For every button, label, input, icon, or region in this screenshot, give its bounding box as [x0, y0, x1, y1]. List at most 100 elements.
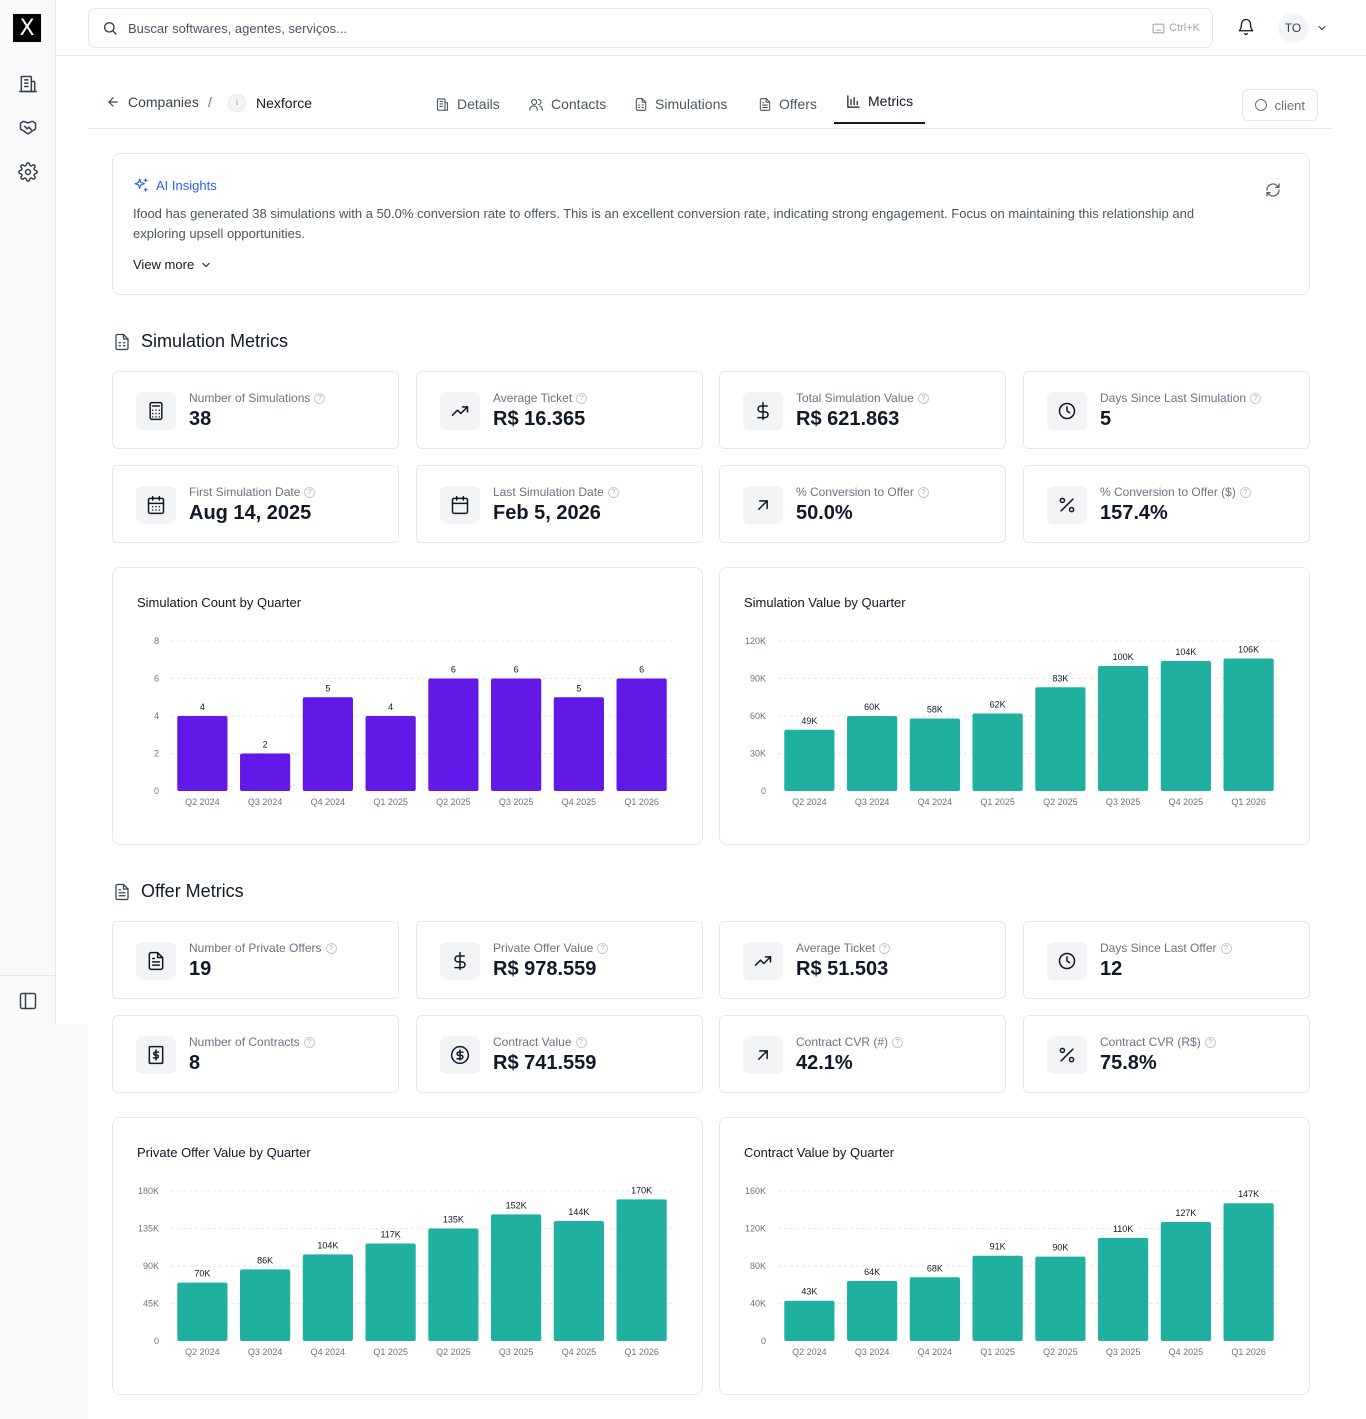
y-tick-label: 90K: [143, 1261, 159, 1271]
percent-icon: [1047, 486, 1087, 524]
metric-value: R$ 16.365: [493, 408, 586, 430]
metric-card: Number of Contracts? 8: [112, 1015, 399, 1093]
sidebar-bottom-fill: [0, 1024, 88, 1419]
x-tick-label: Q4 2024: [918, 797, 953, 807]
metric-value: 12: [1100, 958, 1123, 980]
tab-offers[interactable]: Offers: [746, 80, 829, 128]
help-icon[interactable]: ?: [917, 392, 929, 404]
help-icon[interactable]: ?: [303, 1036, 315, 1048]
help-icon[interactable]: ?: [304, 486, 316, 498]
x-tick-label: Q2 2025: [1043, 797, 1078, 807]
help-icon[interactable]: ?: [576, 392, 588, 404]
users-icon: [529, 98, 543, 111]
keyboard-icon: [1152, 23, 1165, 33]
metric-card: Average Ticket? R$ 16.365: [416, 371, 703, 449]
gear-icon[interactable]: [16, 160, 40, 184]
chart-bar: [1098, 666, 1149, 791]
metric-value: 42.1%: [796, 1052, 853, 1074]
help-icon[interactable]: ?: [917, 486, 929, 498]
circle-icon: [1254, 99, 1267, 111]
help-icon[interactable]: ?: [892, 1036, 904, 1048]
simulation-count-chart: 0 2 4 6 8 4 Q2 2024 2 Q3 2024 5 Q4 2024 4 Q1 2025 6 Q2…: [154, 636, 673, 807]
search-bar[interactable]: Ctrl+K: [88, 8, 1213, 48]
contract-value-chart: 0 40K 80K 120K 160K 43K Q2 2024 64K Q3 2024 68K Q4…: [745, 1186, 1280, 1357]
chart-bar: [240, 1269, 291, 1341]
metric-card: % Conversion to Offer ($)? 157.4%: [1023, 465, 1310, 543]
bar-chart-icon: [847, 94, 860, 108]
chart-bar: [365, 716, 416, 791]
y-tick-label: 40K: [750, 1299, 766, 1309]
x-tick-label: Q4 2024: [918, 1347, 953, 1357]
view-more-button[interactable]: View more: [133, 257, 212, 272]
building-icon[interactable]: [16, 72, 40, 96]
metric-value: R$ 741.559: [493, 1052, 597, 1074]
chart-bar: [784, 1300, 835, 1341]
refresh-icon[interactable]: [1265, 182, 1281, 203]
y-tick-label: 135K: [138, 1224, 159, 1234]
chart-card-private-offer-value: Private Offer Value by Quarter 0 45K 90K 13…: [112, 1117, 703, 1395]
tab-simulations[interactable]: Simulations: [622, 80, 739, 128]
breadcrumb-companies: Companies: [128, 94, 199, 110]
tab-contacts-label: Contacts: [551, 96, 607, 112]
metric-value: 75.8%: [1100, 1052, 1157, 1074]
tab-details[interactable]: Details: [423, 80, 512, 128]
help-icon[interactable]: ?: [1239, 486, 1251, 498]
help-icon[interactable]: ?: [1220, 942, 1232, 954]
metric-card: Contract CVR (R$)? 75.8%: [1023, 1015, 1310, 1093]
handshake-icon[interactable]: [16, 116, 40, 140]
metric-label: Number of Simulations?: [189, 391, 326, 405]
help-icon[interactable]: ?: [607, 486, 619, 498]
help-icon[interactable]: ?: [314, 392, 326, 404]
y-tick-label: 0: [154, 786, 159, 796]
chart-bar: [302, 1254, 353, 1341]
help-icon[interactable]: ?: [1250, 392, 1262, 404]
help-icon[interactable]: ?: [1204, 1036, 1216, 1048]
x-tick-label: Q2 2025: [1043, 1347, 1078, 1357]
metric-card: Total Simulation Value? R$ 621.863: [719, 371, 1006, 449]
x-tick-label: Q3 2024: [248, 797, 283, 807]
help-icon[interactable]: ?: [879, 942, 891, 954]
bar-value-label: 6: [514, 665, 519, 675]
percent-icon: [1047, 1036, 1087, 1074]
x-tick-label: Q1 2026: [1231, 797, 1266, 807]
metric-label: Days Since Last Simulation?: [1100, 391, 1262, 405]
status-badge[interactable]: client: [1241, 89, 1318, 121]
metric-value: R$ 978.559: [493, 958, 597, 980]
y-tick-label: 120K: [745, 1224, 766, 1234]
search-input[interactable]: [128, 20, 1153, 36]
trending-up-icon: [440, 392, 480, 430]
breadcrumb-company: i Nexforce: [228, 94, 312, 112]
logo-letter: X: [19, 15, 35, 41]
calendar-icon: [440, 486, 480, 524]
dollar-icon: [440, 942, 480, 980]
tab-contacts[interactable]: Contacts: [516, 80, 618, 128]
metric-card: First Simulation Date? Aug 14, 2025: [112, 465, 399, 543]
chart-title: Simulation Count by Quarter: [137, 595, 302, 610]
help-icon[interactable]: ?: [325, 942, 337, 954]
help-icon[interactable]: ?: [597, 942, 609, 954]
file-icon: [115, 333, 129, 350]
chart-bar: [1223, 658, 1274, 791]
metric-label-text: % Conversion to Offer ($): [1100, 485, 1236, 499]
bell-icon[interactable]: [1237, 18, 1257, 38]
metric-value: 157.4%: [1100, 502, 1168, 524]
x-tick-label: Q1 2026: [1231, 1347, 1266, 1357]
metric-label: Contract CVR (R$)?: [1100, 1035, 1216, 1049]
app-logo[interactable]: X: [13, 14, 41, 42]
back-to-companies-link[interactable]: Companies: [106, 94, 199, 110]
user-menu[interactable]: TO: [1278, 13, 1328, 43]
receipt-icon: [136, 1036, 176, 1074]
sidebar-toggle-icon[interactable]: [16, 989, 40, 1013]
file-text-icon: [759, 97, 771, 111]
x-tick-label: Q2 2024: [792, 797, 827, 807]
chart-card-contract-value: Contract Value by Quarter 0 40K 80K 120K 160…: [719, 1117, 1310, 1395]
y-tick-label: 120K: [745, 636, 766, 646]
bar-value-label: 49K: [801, 716, 817, 726]
metric-label-text: Days Since Last Offer: [1100, 941, 1217, 955]
chart-bar: [1160, 661, 1211, 791]
tab-metrics[interactable]: Metrics: [834, 80, 926, 124]
chart-bar: [1035, 1256, 1086, 1341]
bar-value-label: 104K: [317, 1240, 338, 1250]
chart-card-simulation-count: Simulation Count by Quarter 0 2 4 6 8 4 Q2 202…: [112, 567, 703, 845]
help-icon[interactable]: ?: [575, 1036, 587, 1048]
